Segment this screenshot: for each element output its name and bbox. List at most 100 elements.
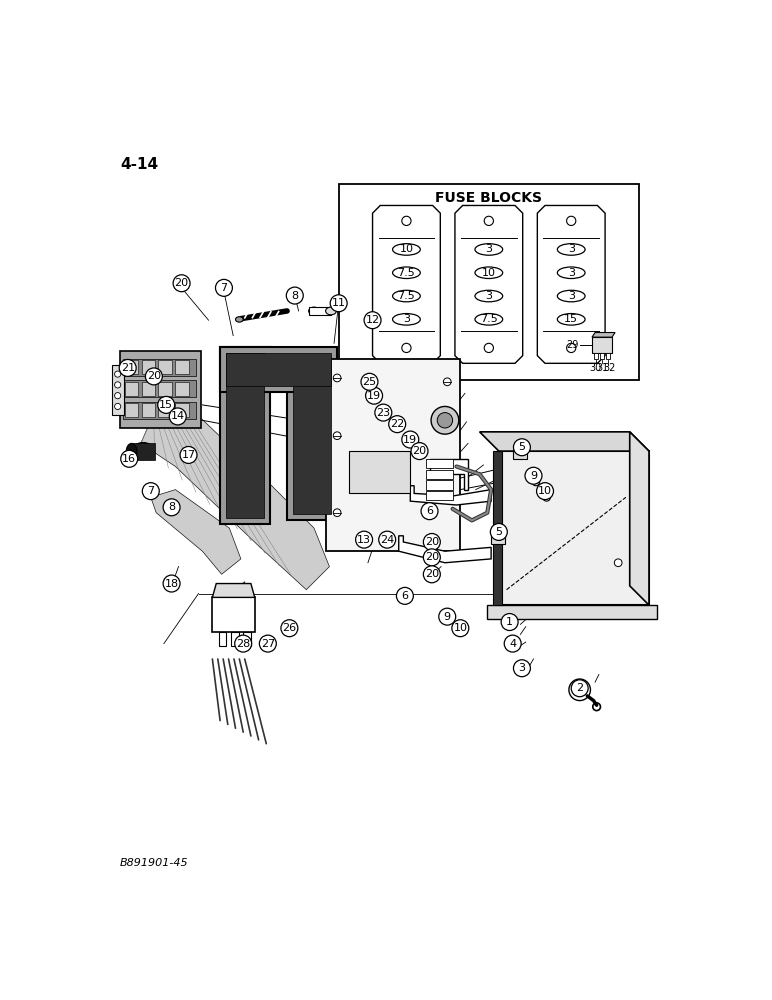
Circle shape bbox=[163, 499, 180, 516]
Bar bbox=[218, 632, 226, 646]
Circle shape bbox=[114, 382, 120, 388]
Text: 8: 8 bbox=[291, 291, 298, 301]
Ellipse shape bbox=[557, 314, 585, 325]
Circle shape bbox=[145, 368, 162, 385]
Text: 19: 19 bbox=[403, 435, 418, 445]
Bar bbox=[120, 351, 201, 428]
Circle shape bbox=[334, 432, 341, 440]
Circle shape bbox=[423, 533, 440, 550]
Polygon shape bbox=[410, 486, 491, 505]
Bar bbox=[158, 403, 172, 417]
Circle shape bbox=[361, 373, 378, 390]
Text: 7: 7 bbox=[147, 486, 154, 496]
Circle shape bbox=[334, 509, 341, 517]
Bar bbox=[141, 382, 155, 396]
Circle shape bbox=[452, 620, 469, 637]
Text: 18: 18 bbox=[164, 579, 178, 589]
Circle shape bbox=[173, 275, 190, 292]
Polygon shape bbox=[373, 205, 440, 363]
Text: 5: 5 bbox=[519, 442, 526, 452]
Bar bbox=[491, 534, 505, 544]
Circle shape bbox=[259, 635, 276, 652]
Circle shape bbox=[401, 343, 411, 353]
Text: 20: 20 bbox=[174, 278, 188, 288]
Polygon shape bbox=[592, 333, 615, 337]
Text: B891901-45: B891901-45 bbox=[120, 858, 188, 868]
Text: 3: 3 bbox=[567, 244, 574, 254]
Bar bbox=[425, 480, 452, 490]
Circle shape bbox=[501, 614, 518, 631]
Text: 20: 20 bbox=[425, 569, 439, 579]
Bar bbox=[124, 403, 138, 417]
Text: 20: 20 bbox=[412, 446, 427, 456]
Circle shape bbox=[157, 396, 174, 413]
Circle shape bbox=[114, 393, 120, 399]
Circle shape bbox=[235, 635, 252, 652]
Bar bbox=[231, 632, 239, 646]
Text: 3: 3 bbox=[567, 268, 574, 278]
Bar bbox=[425, 470, 452, 479]
Text: 10: 10 bbox=[538, 486, 552, 496]
Circle shape bbox=[334, 374, 341, 382]
Ellipse shape bbox=[309, 307, 320, 315]
Text: 31: 31 bbox=[596, 363, 608, 373]
Text: 30: 30 bbox=[590, 363, 602, 373]
Circle shape bbox=[537, 483, 554, 500]
Text: 4: 4 bbox=[509, 639, 516, 649]
Bar bbox=[493, 451, 502, 605]
Text: 9: 9 bbox=[444, 612, 451, 622]
Circle shape bbox=[567, 343, 576, 353]
Circle shape bbox=[421, 503, 438, 520]
Circle shape bbox=[443, 378, 451, 386]
Ellipse shape bbox=[326, 307, 337, 315]
Bar bbox=[124, 382, 138, 396]
Text: 22: 22 bbox=[390, 419, 405, 429]
Circle shape bbox=[163, 575, 180, 592]
Text: 20: 20 bbox=[425, 552, 439, 562]
Circle shape bbox=[366, 387, 383, 404]
Text: 16: 16 bbox=[122, 454, 136, 464]
Ellipse shape bbox=[235, 317, 243, 322]
Bar bbox=[226, 353, 264, 518]
Text: 2: 2 bbox=[576, 683, 583, 693]
Text: 11: 11 bbox=[332, 298, 346, 308]
Ellipse shape bbox=[557, 244, 585, 255]
Circle shape bbox=[379, 531, 396, 548]
Ellipse shape bbox=[131, 443, 154, 460]
Bar bbox=[212, 597, 255, 632]
Bar bbox=[606, 353, 611, 359]
Text: 29: 29 bbox=[567, 340, 579, 350]
Circle shape bbox=[534, 480, 538, 484]
Text: 15: 15 bbox=[159, 400, 173, 410]
Circle shape bbox=[330, 295, 347, 312]
Text: 3: 3 bbox=[519, 663, 526, 673]
Circle shape bbox=[567, 216, 576, 225]
Bar bbox=[594, 353, 598, 359]
Bar bbox=[141, 360, 155, 374]
Bar bbox=[220, 347, 337, 392]
Circle shape bbox=[119, 359, 136, 376]
Circle shape bbox=[513, 660, 530, 677]
Text: 27: 27 bbox=[261, 639, 275, 649]
Ellipse shape bbox=[126, 443, 137, 460]
Text: 19: 19 bbox=[367, 391, 381, 401]
Text: 6: 6 bbox=[426, 506, 433, 516]
Text: 3: 3 bbox=[486, 244, 493, 254]
Circle shape bbox=[411, 443, 428, 460]
Circle shape bbox=[215, 279, 232, 296]
Circle shape bbox=[423, 566, 440, 583]
Text: 13: 13 bbox=[357, 535, 371, 545]
Circle shape bbox=[525, 467, 542, 484]
Text: 25: 25 bbox=[362, 377, 377, 387]
Text: 7: 7 bbox=[220, 283, 228, 293]
Ellipse shape bbox=[393, 267, 420, 279]
Bar bbox=[326, 359, 460, 551]
Bar bbox=[349, 451, 410, 493]
Bar bbox=[124, 360, 138, 374]
Bar bbox=[243, 632, 251, 646]
Text: 8: 8 bbox=[168, 502, 175, 512]
Text: 32: 32 bbox=[604, 363, 616, 373]
Circle shape bbox=[571, 680, 588, 697]
Bar bbox=[123, 402, 196, 419]
Text: 14: 14 bbox=[171, 411, 185, 421]
